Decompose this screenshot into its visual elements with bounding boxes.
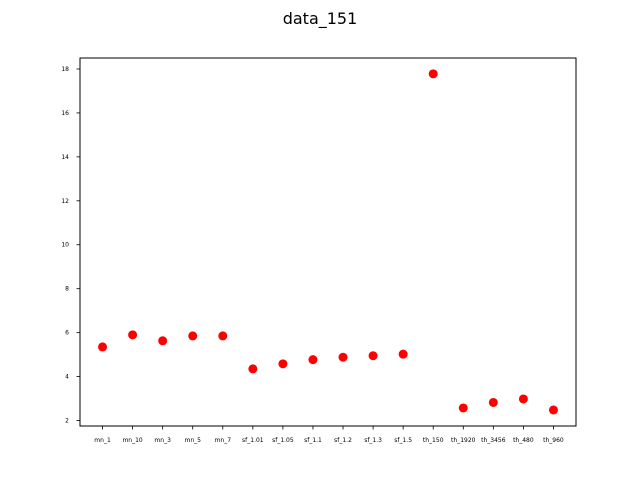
- y-tick-label: 10: [61, 242, 69, 249]
- x-tick-label: sf_1.2: [334, 437, 352, 444]
- data-point: [518, 394, 528, 404]
- x-axis: mn_1 mn_10 mn_3 mn_5 mn_7 sf_1.01 sf_1.05 sf_1.…: [94, 426, 564, 444]
- data-point: [128, 330, 138, 340]
- x-tick-label: mn_7: [215, 437, 232, 444]
- data-point: [188, 331, 198, 341]
- data-point: [248, 364, 258, 374]
- data-point: [98, 342, 108, 352]
- data-point: [398, 349, 408, 359]
- x-tick-label: th_150: [423, 437, 444, 444]
- data-point: [428, 69, 438, 79]
- y-tick-label: 4: [65, 374, 69, 381]
- x-tick-label: sf_1.5: [394, 437, 412, 444]
- y-tick-label: 6: [65, 330, 69, 337]
- x-tick-label: sf_1.3: [364, 437, 382, 444]
- x-tick-label: mn_1: [94, 437, 111, 444]
- x-tick-label: th_480: [513, 437, 534, 444]
- x-tick-label: th_1920: [451, 437, 476, 444]
- y-tick-label: 14: [61, 154, 69, 161]
- x-tick-label: th_3456: [481, 437, 506, 444]
- x-tick-label: mn_10: [122, 437, 142, 444]
- y-tick-label: 12: [61, 198, 69, 205]
- x-tick-label: mn_3: [154, 437, 171, 444]
- y-tick-label: 18: [61, 66, 69, 73]
- y-axis: 2 4 6 8 10 12 14 16 18: [61, 66, 80, 425]
- data-point: [368, 351, 378, 361]
- x-tick-label: sf_1.01: [242, 437, 264, 444]
- data-point: [158, 336, 168, 346]
- x-tick-label: mn_5: [184, 437, 201, 444]
- data-point: [488, 397, 498, 407]
- data-point: [278, 359, 288, 369]
- y-tick-label: 8: [65, 286, 69, 293]
- data-point: [308, 355, 318, 365]
- data-point: [218, 331, 228, 341]
- chart-title: data_151: [283, 9, 358, 29]
- x-tick-label: th_960: [543, 437, 564, 444]
- plot-area-frame: [79, 57, 577, 427]
- data-point: [338, 352, 348, 362]
- y-tick-label: 16: [61, 110, 69, 117]
- x-tick-label: sf_1.05: [272, 437, 294, 444]
- y-tick-label: 2: [65, 418, 69, 425]
- x-tick-label: sf_1.1: [304, 437, 322, 444]
- data-point: [548, 405, 558, 415]
- data-points: [98, 69, 558, 415]
- data-point: [458, 403, 468, 413]
